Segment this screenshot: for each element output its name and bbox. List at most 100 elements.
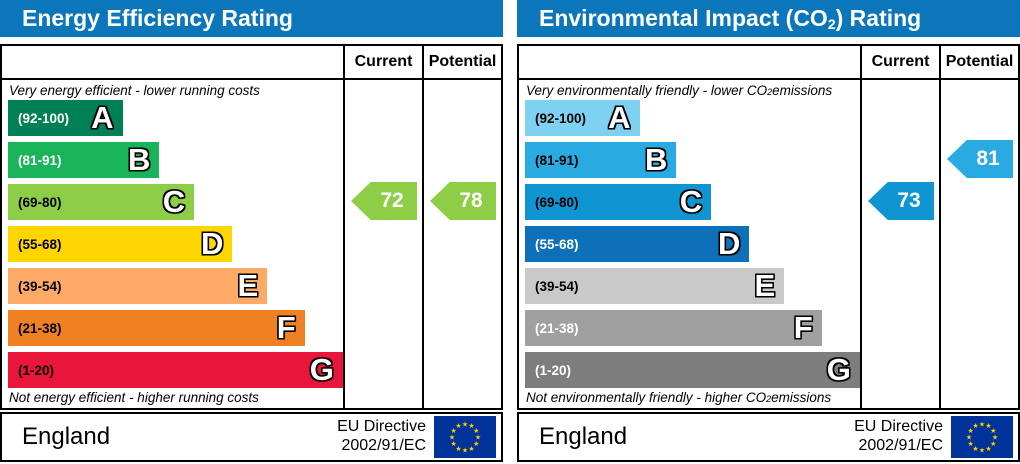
band-row-g: (1-20) G bbox=[8, 352, 343, 388]
co2-bottom-caption-post: emissions bbox=[771, 389, 832, 405]
svg-text:★: ★ bbox=[972, 445, 978, 453]
band-row-c: (69-80) C bbox=[525, 184, 712, 220]
band-range-label: (55-68) bbox=[535, 236, 579, 252]
eu-directive-line1: EU Directive bbox=[854, 418, 943, 436]
co2-title-text: Environmental Impact (CO bbox=[539, 5, 828, 31]
co2-current-value: 73 bbox=[897, 189, 921, 212]
svg-text:★: ★ bbox=[966, 434, 972, 442]
co2-potential-column-header: Potential bbox=[939, 46, 1018, 78]
energy-header-spacer bbox=[2, 46, 343, 78]
band-letter: C bbox=[679, 184, 703, 219]
band-letter: B bbox=[645, 142, 668, 177]
svg-text:★: ★ bbox=[475, 434, 481, 442]
co2-panel-footer: England EU Directive 2002/91/EC ★ ★ ★ ★ ★ ★ … bbox=[517, 412, 1020, 462]
band-range-label: (69-80) bbox=[535, 194, 579, 210]
energy-top-caption: Very energy efficient - lower running co… bbox=[2, 80, 343, 100]
svg-text:★: ★ bbox=[462, 421, 468, 429]
eu-directive-label: EU Directive 2002/91/EC bbox=[854, 418, 951, 456]
energy-current-column: 72 bbox=[343, 80, 422, 408]
eu-directive-label: EU Directive 2002/91/EC bbox=[337, 418, 434, 456]
region-label: England bbox=[22, 423, 111, 450]
band-row-d: (55-68) D bbox=[8, 226, 233, 262]
co2-current-column: 73 bbox=[860, 80, 939, 408]
energy-title-text: Energy Efficiency Rating bbox=[22, 5, 293, 31]
svg-text:★: ★ bbox=[473, 440, 479, 448]
band-row-f: (21-38) F bbox=[525, 310, 822, 346]
band-letter: B bbox=[128, 142, 151, 177]
band-range-label: (55-68) bbox=[18, 236, 62, 252]
energy-rating-table: Current Potential Very energy efficient … bbox=[0, 44, 503, 410]
co2-bottom-caption: Not environmentally friendly - higher CO… bbox=[519, 387, 860, 407]
co2-title-text-post: ) Rating bbox=[835, 5, 922, 31]
environmental-impact-panel: Environmental Impact (CO 2) Rating Curren… bbox=[517, 0, 1020, 464]
eu-directive-line1: EU Directive bbox=[337, 418, 426, 436]
co2-table-header: Current Potential bbox=[519, 46, 1018, 80]
eu-directive-line2: 2002/91/EC bbox=[341, 437, 426, 454]
co2-top-caption-post: emissions bbox=[772, 82, 833, 98]
co2-title-subscript: 2 bbox=[827, 16, 836, 32]
energy-panel-title: Energy Efficiency Rating bbox=[0, 0, 503, 37]
co2-header-spacer bbox=[519, 46, 860, 78]
svg-text:★: ★ bbox=[455, 422, 461, 430]
band-letter: G bbox=[309, 352, 334, 387]
energy-top-caption-text: Very energy efficient - lower running co… bbox=[9, 82, 260, 98]
band-letter: A bbox=[608, 100, 631, 135]
band-range-label: (21-38) bbox=[535, 320, 579, 336]
co2-potential-value: 81 bbox=[976, 147, 1000, 170]
band-row-a: (92-100) A bbox=[525, 100, 640, 136]
energy-potential-column: 78 bbox=[422, 80, 501, 408]
energy-bottom-caption-text: Not energy efficient - higher running co… bbox=[9, 389, 259, 405]
energy-current-column-header: Current bbox=[343, 46, 422, 78]
co2-bands-column: Very environmentally friendly - lower CO… bbox=[519, 80, 860, 408]
svg-text:★: ★ bbox=[451, 440, 457, 448]
band-range-label: (21-38) bbox=[18, 320, 62, 336]
eu-flag-icon: ★ ★★ ★★★ ★★★ ★★★ bbox=[434, 416, 496, 458]
energy-panel-footer: England EU Directive 2002/91/EC ★ ★ ★ ★ ★ ★ … bbox=[0, 412, 503, 462]
band-letter: E bbox=[237, 268, 259, 303]
svg-text:★: ★ bbox=[473, 427, 479, 435]
eu-flag-icon: ★ ★★ ★★★ ★★★ ★★★ bbox=[951, 416, 1013, 458]
svg-text:★: ★ bbox=[451, 427, 457, 435]
band-letter: D bbox=[200, 226, 224, 261]
band-letter: F bbox=[793, 310, 813, 345]
svg-text:★: ★ bbox=[990, 440, 996, 448]
energy-table-body: Very energy efficient - lower running co… bbox=[2, 80, 501, 408]
band-range-label: (1-20) bbox=[535, 362, 572, 378]
band-range-label: (92-100) bbox=[535, 110, 587, 126]
energy-current-rating-arrow: 72 bbox=[351, 182, 417, 220]
svg-text:★: ★ bbox=[462, 447, 468, 455]
co2-potential-rating-arrow: 81 bbox=[947, 140, 1013, 178]
svg-text:★: ★ bbox=[992, 434, 998, 442]
svg-text:★: ★ bbox=[968, 427, 974, 435]
co2-panel-title: Environmental Impact (CO 2) Rating bbox=[517, 0, 1020, 37]
band-row-e: (39-54) E bbox=[525, 268, 785, 304]
svg-text:★: ★ bbox=[455, 445, 461, 453]
svg-text:★: ★ bbox=[972, 422, 978, 430]
band-row-g: (1-20) G bbox=[525, 352, 860, 388]
svg-text:★: ★ bbox=[449, 434, 455, 442]
svg-text:★: ★ bbox=[985, 445, 991, 453]
band-row-c: (69-80) C bbox=[8, 184, 195, 220]
band-range-label: (92-100) bbox=[18, 110, 70, 126]
svg-text:★: ★ bbox=[990, 427, 996, 435]
svg-text:★: ★ bbox=[979, 447, 985, 455]
co2-bottom-caption-text: Not environmentally friendly - higher CO bbox=[526, 389, 767, 405]
co2-rating-table: Current Potential Very environmentally f… bbox=[517, 44, 1020, 410]
co2-current-rating-arrow: 73 bbox=[868, 182, 934, 220]
co2-top-caption-text: Very environmentally friendly - lower CO bbox=[526, 82, 768, 98]
svg-text:★: ★ bbox=[985, 422, 991, 430]
band-range-label: (1-20) bbox=[18, 362, 55, 378]
band-row-b: (81-91) B bbox=[8, 142, 160, 178]
band-letter: D bbox=[717, 226, 741, 261]
energy-efficiency-panel: Energy Efficiency Rating Current Potenti… bbox=[0, 0, 503, 464]
energy-current-value: 72 bbox=[380, 189, 404, 212]
band-letter: A bbox=[91, 100, 114, 135]
band-range-label: (81-91) bbox=[535, 152, 579, 168]
energy-table-header: Current Potential bbox=[2, 46, 501, 80]
eu-directive-line2: 2002/91/EC bbox=[858, 437, 943, 454]
band-range-label: (81-91) bbox=[18, 152, 62, 168]
band-letter: F bbox=[276, 310, 296, 345]
band-row-a: (92-100) A bbox=[8, 100, 123, 136]
region-label: England bbox=[539, 423, 628, 450]
co2-bottom-caption-sub: 2 bbox=[766, 394, 772, 404]
